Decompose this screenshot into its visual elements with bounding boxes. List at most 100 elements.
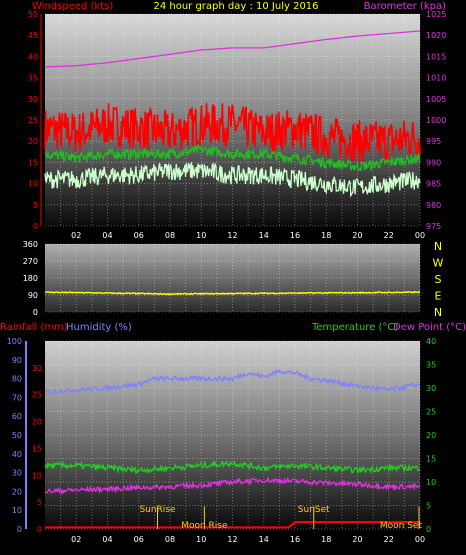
- barometer-axis-label: Barometer (kpa): [364, 1, 446, 12]
- compass-label: S: [435, 273, 442, 286]
- barometer-tick: 1010: [426, 74, 446, 83]
- time-tick: 06: [134, 535, 144, 544]
- dewpoint-axis-label: Dew Point (°C): [393, 322, 466, 333]
- time-tick: 10: [196, 231, 206, 240]
- marker-label: Moon Set: [380, 521, 423, 531]
- dewpoint-series-line: [44, 476, 421, 495]
- humidity-series-line: [44, 368, 421, 395]
- climate-plot-area: [45, 341, 420, 529]
- temperature-tick: 5: [426, 502, 431, 511]
- windspeed-tick: 5: [33, 201, 38, 210]
- humidity-tick: 90: [12, 356, 22, 365]
- windspeed-tick: 50: [28, 10, 38, 19]
- windspeed-tick: 20: [28, 137, 38, 146]
- rain-tick: 5: [37, 498, 42, 507]
- barometer-tick: 1025: [426, 10, 446, 19]
- marker-label: SunSet: [298, 505, 330, 515]
- time-tick: 06: [134, 231, 144, 240]
- temperature-tick: 35: [426, 361, 436, 370]
- windspeed-ticks: 0 5 10 15 20 25 30 35 40 45 50: [28, 10, 42, 231]
- time-tick: 20: [352, 535, 362, 544]
- windspeed-tick: 10: [28, 180, 38, 189]
- time-tick: 14: [259, 535, 269, 544]
- compass-label: W: [433, 257, 444, 270]
- temperature-axis-label: Temperature (°C): [311, 322, 398, 333]
- humidity-tick: 20: [12, 487, 22, 496]
- humidity-axis-label: Humidity (%): [66, 322, 132, 333]
- temperature-tick: 40: [426, 337, 436, 346]
- time-tick: 04: [102, 231, 112, 240]
- humidity-tick: 30: [12, 469, 22, 478]
- temperature-ticks: 0 5 10 15 20 25 30 35 40: [426, 337, 436, 534]
- rain-tick: 25: [32, 391, 42, 400]
- temperature-tick: 15: [426, 455, 436, 464]
- direction-tick: 90: [28, 291, 38, 300]
- temperature-tick: 20: [426, 431, 436, 440]
- barometer-tick: 990: [426, 158, 441, 167]
- temperature-tick: 0: [426, 525, 431, 534]
- time-ticks-bottom: 02 04 06 08 10 12 14 16 18 20 22 00: [71, 535, 425, 544]
- temperature-tick: 25: [426, 408, 436, 417]
- humidity-tick: 40: [12, 450, 22, 459]
- time-tick: 18: [321, 535, 331, 544]
- baro-series-line: [44, 30, 421, 68]
- humidity-tick: 70: [12, 393, 22, 402]
- wind-baro-chart: Windspeed (kts) 24 hour graph day : 10 J…: [28, 1, 447, 240]
- rain-hum-temp-chart: Rainfall (mm) Humidity (%) Temperature (…: [0, 322, 466, 544]
- barometer-ticks: 975 980 985 990 995 1000 1005 1010 1015 1020 1025: [426, 10, 446, 231]
- time-tick: 02: [71, 231, 81, 240]
- windspeed-tick: 30: [28, 95, 38, 104]
- gust-series-line: [44, 103, 421, 162]
- barometer-tick: 1020: [426, 31, 446, 40]
- time-tick: 12: [227, 535, 237, 544]
- time-tick: 12: [227, 231, 237, 240]
- time-tick: 20: [352, 231, 362, 240]
- direction-series: [44, 290, 421, 296]
- humidity-tick: 100: [7, 337, 22, 346]
- rain-tick: 10: [32, 471, 42, 480]
- rainfall-axis-label: Rainfall (mm): [0, 322, 68, 333]
- barometer-tick: 985: [426, 180, 441, 189]
- time-tick: 00: [415, 231, 425, 240]
- compass-label: E: [435, 290, 442, 303]
- marker-label: SunRise: [139, 505, 176, 515]
- direction-tick: 360: [23, 240, 38, 249]
- rain-ticks: 0 5 10 15 20 25 30: [32, 364, 42, 534]
- windspeed-tick: 25: [28, 116, 38, 125]
- direction-tick: 180: [23, 274, 38, 283]
- humidity-tick: 60: [12, 412, 22, 421]
- windspeed-tick: 0: [33, 222, 38, 231]
- time-tick: 08: [165, 231, 175, 240]
- barometer-tick: 1000: [426, 116, 446, 125]
- climate-series: [44, 368, 421, 529]
- temperature-tick: 30: [426, 384, 436, 393]
- windspeed-tick: 40: [28, 52, 38, 61]
- windspeed-tick: 45: [28, 31, 38, 40]
- rain-tick: 15: [32, 444, 42, 453]
- time-tick: 00: [415, 535, 425, 544]
- rain-tick: 0: [37, 525, 42, 534]
- sun-moon-markers: SunRise Moon Rise SunSet Moon Set: [139, 505, 422, 531]
- temperature-series-line: [44, 459, 421, 475]
- windspeed-tick: 15: [28, 158, 38, 167]
- humidity-tick: 80: [12, 375, 22, 384]
- direction-plot-area: [45, 244, 420, 312]
- time-tick: 18: [321, 231, 331, 240]
- humidity-tick: 50: [12, 431, 22, 440]
- windspeed-tick: 35: [28, 74, 38, 83]
- time-tick: 22: [384, 535, 394, 544]
- marker-label: Moon Rise: [181, 521, 228, 531]
- barometer-tick: 1015: [426, 52, 446, 61]
- direction-series-line: [44, 290, 421, 296]
- direction-tick: 0: [33, 308, 38, 317]
- direction-ticks: 0 90 180 270 360: [23, 240, 38, 317]
- compass-label: N: [434, 240, 442, 253]
- barometer-tick: 980: [426, 201, 441, 210]
- time-tick: 04: [102, 535, 112, 544]
- time-tick: 22: [384, 231, 394, 240]
- windspeed-axis-label: Windspeed (kts): [32, 1, 113, 12]
- humidity-tick: 0: [17, 525, 22, 534]
